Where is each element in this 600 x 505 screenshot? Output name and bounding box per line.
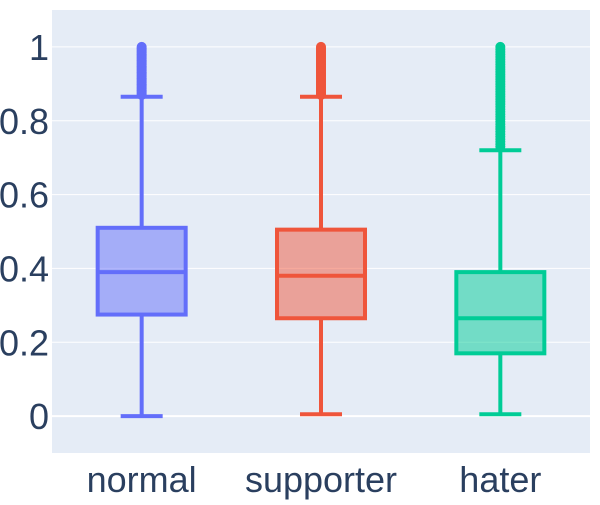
y-axis-tick-labels: 0 0.2 0.4 0.6 0.8 1 <box>0 27 49 437</box>
box-supporter <box>275 41 367 417</box>
x-axis-tick-labels: normal supporter hater <box>87 459 542 500</box>
x-tick-label-normal: normal <box>87 459 197 500</box>
box-normal <box>95 41 188 419</box>
outlier-points <box>136 41 147 100</box>
y-tick-label: 0.6 <box>0 175 49 216</box>
y-tick-label: 0.8 <box>0 101 49 142</box>
outlier-points <box>316 41 326 100</box>
iqr-box <box>454 270 547 356</box>
y-tick-label: 0.2 <box>0 322 49 363</box>
x-tick-label-supporter: supporter <box>245 459 397 500</box>
outlier-point <box>316 41 326 52</box>
boxes <box>95 41 547 419</box>
x-tick-label-hater: hater <box>459 459 541 500</box>
outlier-point <box>495 41 506 52</box>
y-tick-label: 0 <box>29 396 49 437</box>
outlier-points <box>495 41 506 152</box>
y-tick-label: 1 <box>29 27 49 68</box>
box-hater <box>454 41 547 417</box>
y-tick-label: 0.4 <box>0 248 49 289</box>
outlier-point <box>136 41 147 52</box>
